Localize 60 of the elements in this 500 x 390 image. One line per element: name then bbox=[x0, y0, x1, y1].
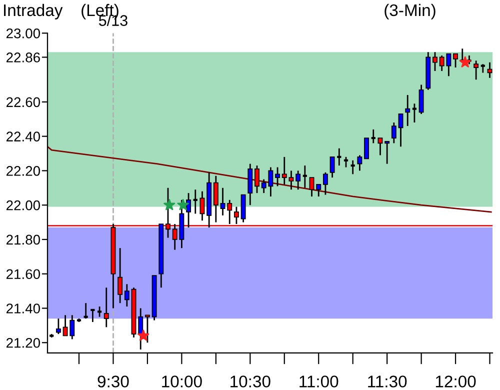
y-tick-label: 22.86 bbox=[6, 52, 40, 62]
candlestick bbox=[453, 53, 458, 68]
text: (3-Min) bbox=[384, 4, 436, 20]
y-tick-label: 22.20 bbox=[6, 166, 40, 176]
candlestick bbox=[254, 164, 260, 194]
x-tick-label: 12:00 bbox=[436, 376, 476, 388]
point bbox=[177, 199, 189, 210]
y-tick-label: 22.00 bbox=[6, 200, 40, 210]
point bbox=[164, 199, 176, 210]
point bbox=[138, 330, 150, 341]
line-series bbox=[48, 146, 492, 213]
x-tick-label: 10:00 bbox=[162, 376, 202, 388]
candlestick bbox=[322, 172, 328, 196]
candlestick bbox=[118, 247, 123, 304]
candlestick bbox=[234, 206, 239, 225]
y-tick-label: 21.40 bbox=[6, 304, 40, 314]
candlestick bbox=[166, 187, 170, 238]
candlestick bbox=[474, 60, 479, 80]
y-tick-label: 23.00 bbox=[6, 28, 40, 38]
candlestick bbox=[336, 148, 342, 166]
candlestick bbox=[227, 199, 232, 225]
candlestick bbox=[378, 137, 383, 156]
x-tick-label: 11:00 bbox=[300, 376, 338, 388]
point bbox=[459, 56, 471, 68]
candlestick bbox=[357, 154, 362, 172]
candlestick bbox=[309, 176, 314, 198]
candlestick bbox=[418, 84, 424, 115]
candlestick bbox=[364, 138, 370, 160]
candlestick bbox=[200, 190, 205, 222]
x-tick-label: 11:30 bbox=[368, 376, 407, 388]
x-tick-label: 9:30 bbox=[98, 376, 129, 388]
candlestick bbox=[398, 113, 404, 148]
candlestick bbox=[213, 175, 218, 223]
candlestick bbox=[275, 166, 280, 187]
candlestick bbox=[405, 94, 410, 127]
candlestick bbox=[316, 184, 322, 198]
candlestick bbox=[124, 283, 130, 308]
candlestick bbox=[220, 187, 226, 216]
y-tick-label: 22.60 bbox=[6, 97, 40, 108]
y-tick-label: 22.40 bbox=[6, 132, 40, 142]
candlestick bbox=[384, 140, 390, 165]
chart-title: Intraday bbox=[4, 4, 63, 20]
x-tick-label: 10:30 bbox=[230, 376, 270, 388]
candlestick bbox=[288, 170, 294, 190]
candlestick bbox=[82, 302, 89, 320]
candlestick bbox=[296, 170, 301, 190]
candlestick bbox=[350, 160, 356, 175]
y-tick-label: 21.80 bbox=[6, 234, 40, 245]
candlestick bbox=[56, 318, 61, 335]
y-tick-label: 21.20 bbox=[6, 338, 40, 348]
candlestick bbox=[90, 308, 96, 323]
candlestick bbox=[330, 156, 335, 178]
candlestick bbox=[391, 122, 396, 144]
candlestick bbox=[282, 156, 287, 186]
candlestick bbox=[144, 314, 150, 344]
y-tick-label: 21.60 bbox=[6, 269, 40, 280]
candlestick bbox=[186, 192, 192, 228]
candlestick bbox=[432, 51, 438, 72]
candlestick bbox=[138, 308, 144, 350]
candlestick bbox=[104, 286, 109, 328]
